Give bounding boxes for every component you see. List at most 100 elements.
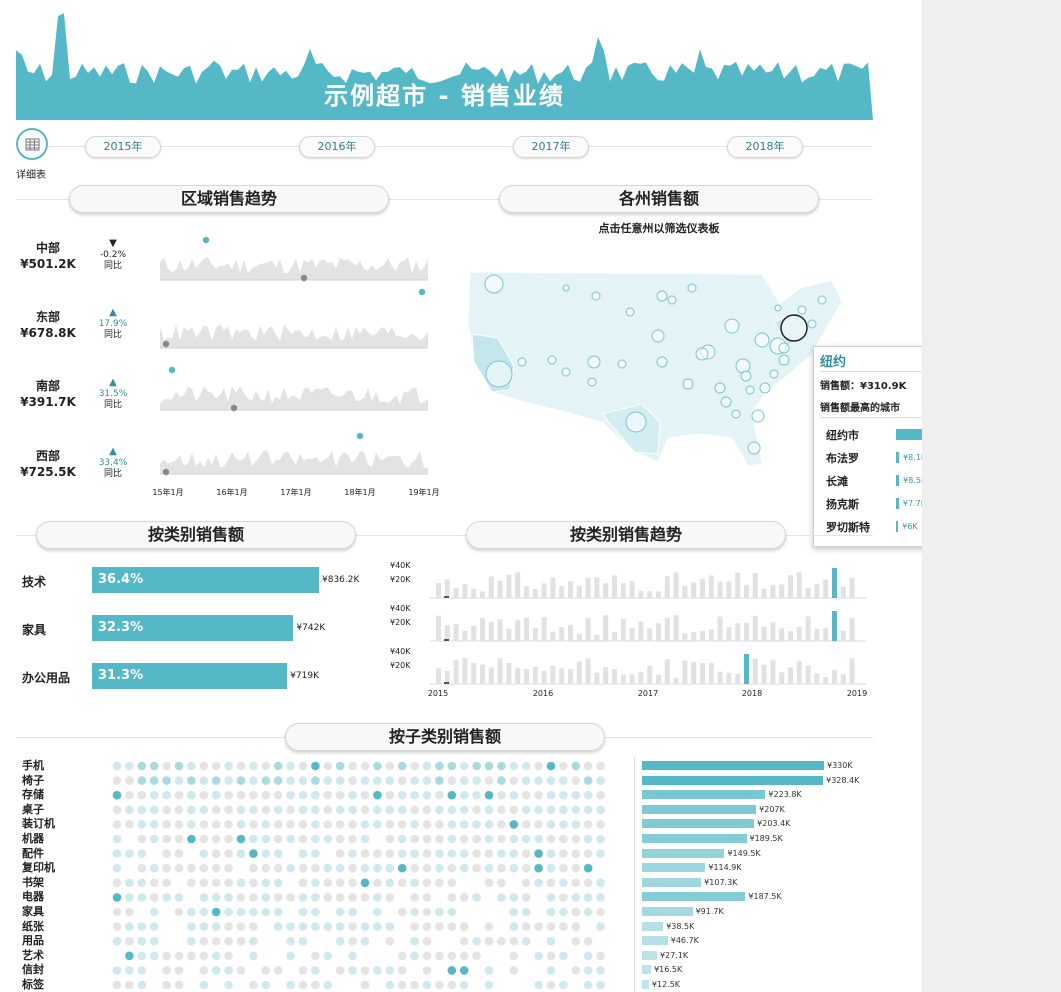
subcategory-dot xyxy=(236,761,246,771)
subcategory-dot xyxy=(559,834,568,844)
subcategory-dot xyxy=(261,834,271,844)
region-trend-chart[interactable]: 15年1月 16年1月 17年1月 18年1月 19年1月 xyxy=(148,230,448,500)
subcategory-bar[interactable] xyxy=(642,877,702,887)
subcategory-dot xyxy=(596,980,605,990)
tooltip-city-bar xyxy=(896,521,899,532)
subcategory-dot xyxy=(335,863,345,873)
category-trend-chart[interactable]: ¥40K ¥20K ¥40K ¥20K ¥40K ¥20K 2015 2016 2017 2018… xyxy=(386,556,872,704)
category-bar[interactable]: 32.3% xyxy=(92,615,294,641)
region-low-point-1 xyxy=(162,340,170,348)
subcategory-dot xyxy=(546,893,556,902)
subcategory-dot xyxy=(348,776,357,785)
trend-bar-first xyxy=(444,596,449,598)
subcategory-dot xyxy=(571,922,581,931)
subcategory-dot xyxy=(174,951,184,961)
subcategory-dot xyxy=(224,878,233,888)
subcategory-bar[interactable] xyxy=(642,804,757,814)
subcategory-dot xyxy=(335,820,345,829)
subcategory-dot xyxy=(311,980,320,990)
year-filter-2015[interactable]: 2015年 xyxy=(85,136,161,158)
subcategory-dot xyxy=(187,878,196,888)
trend-bar xyxy=(568,581,573,598)
subcategory-bar[interactable] xyxy=(642,980,649,989)
subcategory-dot xyxy=(348,966,357,975)
subcategory-dot xyxy=(534,980,543,990)
subcategory-dot xyxy=(422,980,432,990)
region-axis-tick-4: 19年1月 xyxy=(408,487,439,497)
subcategory-dot xyxy=(335,936,345,946)
subcategory-dot xyxy=(162,951,171,961)
subcategory-dot xyxy=(571,893,581,902)
subcategory-dot xyxy=(211,820,221,829)
map-bubble-34 xyxy=(731,409,741,419)
subcategory-dot xyxy=(397,761,407,771)
subcategory-dot xyxy=(546,863,556,873)
trend-y-tick: ¥20K xyxy=(390,661,411,670)
subcategory-dot xyxy=(596,951,605,961)
trend-x-tick: 2015 xyxy=(428,689,448,698)
subcategory-dot xyxy=(596,761,605,771)
subcategory-dot xyxy=(484,805,494,815)
trend-bar xyxy=(832,669,837,684)
state-sales-map[interactable] xyxy=(462,262,852,474)
subcategory-bar[interactable] xyxy=(642,936,668,946)
subcategory-dot xyxy=(521,907,531,917)
subcategory-dot xyxy=(149,834,159,844)
detail-table-button[interactable] xyxy=(16,128,48,160)
trend-bar xyxy=(506,663,512,684)
trend-bar xyxy=(488,621,494,641)
trend-bar xyxy=(550,665,556,684)
subcategory-bar[interactable] xyxy=(642,907,693,916)
subcategory-bar[interactable] xyxy=(642,834,747,843)
trend-bar xyxy=(805,616,811,641)
map-bubble-27 xyxy=(656,290,668,302)
subcategory-dot xyxy=(397,776,407,785)
subcategory-dot xyxy=(373,863,382,873)
subcategory-dot xyxy=(249,907,258,917)
subcategory-dot xyxy=(596,849,605,858)
subcategory-dot xyxy=(174,893,184,902)
subcategory-dot xyxy=(410,893,419,902)
subcategory-bar[interactable] xyxy=(642,790,766,800)
trend-bar xyxy=(436,583,441,598)
subcategory-bar[interactable] xyxy=(642,965,652,975)
subcategory-bar[interactable] xyxy=(642,848,725,858)
category-bar[interactable]: 31.3% xyxy=(92,663,288,689)
tooltip-city-bar xyxy=(896,498,899,509)
subcategory-dot xyxy=(459,936,469,946)
subcategory-bar[interactable] xyxy=(642,863,706,873)
year-filter-2016[interactable]: 2016年 xyxy=(299,136,375,158)
subcategory-dot xyxy=(298,805,308,815)
trend-bar xyxy=(594,634,600,641)
subcategory-dot xyxy=(534,834,543,844)
category-bar[interactable]: 36.4% xyxy=(92,567,319,593)
subcategory-dot xyxy=(273,805,283,815)
subcategory-dot xyxy=(373,761,382,771)
trend-bar xyxy=(620,618,626,641)
subcategory-dot xyxy=(149,893,159,902)
subcategory-dot xyxy=(162,878,171,888)
subcategory-dot xyxy=(360,936,370,946)
trend-y-tick: ¥40K xyxy=(390,604,411,613)
subcategory-dot-matrix[interactable] xyxy=(108,757,618,992)
subcategory-bar[interactable] xyxy=(642,819,755,829)
trend-bar xyxy=(814,673,820,684)
subcategory-dot xyxy=(236,893,246,902)
subcategory-bar[interactable] xyxy=(642,761,824,770)
year-filter-2017[interactable]: 2017年 xyxy=(513,136,589,158)
subcategory-bar[interactable] xyxy=(642,775,824,785)
subcategory-dot xyxy=(286,951,295,961)
trend-bar xyxy=(453,624,459,641)
subcategory-bar[interactable] xyxy=(642,921,664,931)
tooltip-city-value: ¥8.1K xyxy=(903,453,922,462)
subcategory-dot xyxy=(311,761,320,771)
map-bubble-8 xyxy=(759,382,771,394)
trend-bar xyxy=(779,672,785,684)
subcategory-dot xyxy=(149,776,159,785)
trend-bar xyxy=(515,667,521,684)
subcategory-bar[interactable] xyxy=(642,950,657,960)
subcategory-bar[interactable] xyxy=(642,892,746,902)
subcategory-dot xyxy=(360,922,370,931)
map-bubble-26 xyxy=(687,283,697,293)
year-filter-2018[interactable]: 2018年 xyxy=(727,136,803,158)
